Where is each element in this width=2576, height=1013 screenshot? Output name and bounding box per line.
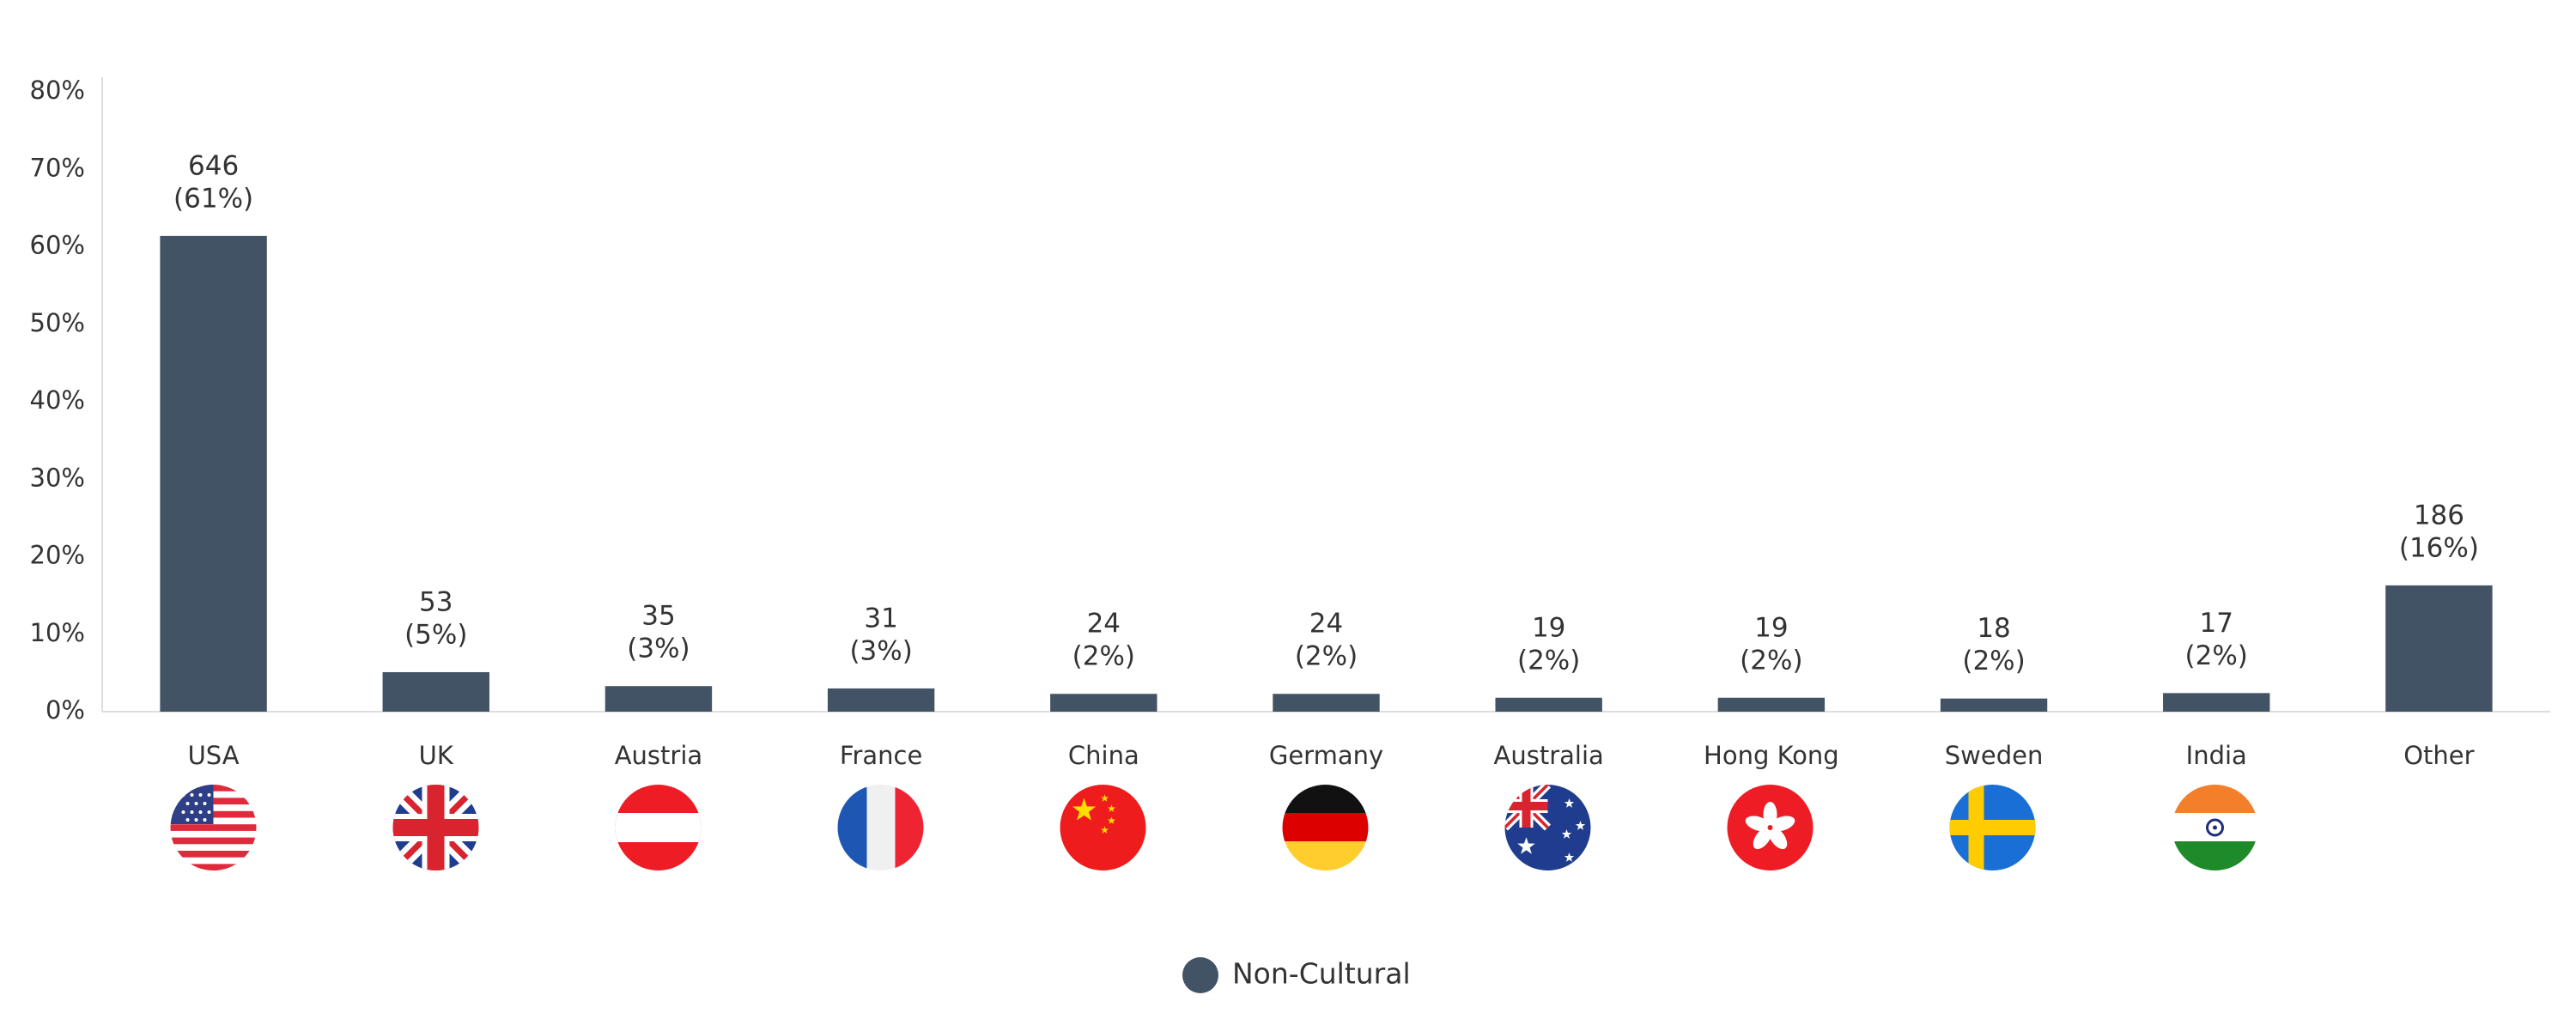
count-label: 19	[1754, 612, 1788, 643]
count-label: 53	[419, 586, 453, 617]
x-tick-label: UK	[419, 741, 454, 770]
count-label: 17	[2200, 608, 2233, 639]
x-tick-label: Hong Kong	[1704, 741, 1839, 770]
bar	[1273, 694, 1380, 712]
count-label: 24	[1087, 609, 1121, 640]
legend-label: Non-Cultural	[1232, 957, 1411, 991]
count-label: 35	[641, 601, 675, 632]
flag-china	[1060, 785, 1146, 870]
x-tick-label: Sweden	[1945, 741, 2044, 770]
value-label: (2%)	[1962, 646, 2025, 676]
count-label: 19	[1532, 612, 1565, 643]
bar	[160, 235, 267, 712]
y-tick-label: 50%	[30, 308, 85, 337]
x-tick-label: Australia	[1494, 741, 1604, 770]
flag-sweden	[1949, 785, 2036, 870]
value-label: (5%)	[404, 619, 467, 650]
y-tick-label: 60%	[30, 231, 85, 260]
y-tick-label: 0%	[46, 695, 85, 725]
flag-usa	[170, 785, 257, 870]
y-tick-label: 40%	[30, 385, 85, 415]
x-tick-label: Austria	[615, 741, 702, 770]
y-tick-label: 70%	[30, 153, 85, 182]
bar	[1050, 694, 1157, 712]
y-tick-label: 10%	[30, 618, 85, 647]
flag-austria	[615, 785, 702, 870]
bar	[827, 688, 935, 712]
count-label: 646	[188, 150, 239, 181]
flag-hong-kong	[1727, 785, 1814, 870]
value-label: (16%)	[2399, 532, 2479, 563]
bar	[1495, 697, 1602, 712]
y-tick-label: 30%	[30, 463, 85, 492]
flag-germany	[1282, 785, 1369, 870]
flag-uk	[392, 785, 479, 870]
value-label: (2%)	[1517, 645, 1580, 676]
legend-marker	[1182, 957, 1218, 993]
bar	[1717, 697, 1826, 712]
flag-india	[2172, 785, 2258, 870]
value-label: (3%)	[627, 634, 690, 664]
value-label: (61%)	[173, 183, 253, 214]
value-label: (3%)	[849, 635, 912, 666]
bar	[382, 671, 489, 712]
value-label: (2%)	[1072, 641, 1135, 672]
bar	[605, 686, 713, 712]
bar	[2163, 693, 2270, 712]
count-label: 31	[864, 603, 897, 634]
value-label: (2%)	[1295, 641, 1358, 672]
x-tick-label: India	[2186, 741, 2247, 770]
value-label: (2%)	[2185, 640, 2248, 671]
flag-france	[837, 785, 924, 870]
value-label: (2%)	[1740, 645, 1802, 676]
count-label: 186	[2414, 500, 2464, 531]
bar	[1940, 698, 2048, 712]
y-tick-label: 80%	[30, 76, 85, 105]
x-tick-label: Germany	[1269, 741, 1383, 770]
flag-australia	[1504, 785, 1591, 870]
flags	[170, 785, 2258, 870]
x-tick-label: USA	[188, 741, 240, 770]
x-tick-label: France	[840, 741, 922, 770]
y-tick-label: 20%	[30, 541, 85, 570]
x-tick-label: Other	[2403, 741, 2474, 770]
bar	[2385, 585, 2493, 712]
count-label: 18	[1977, 613, 2010, 644]
x-tick-label: China	[1068, 741, 1139, 770]
count-label: 24	[1309, 609, 1343, 640]
